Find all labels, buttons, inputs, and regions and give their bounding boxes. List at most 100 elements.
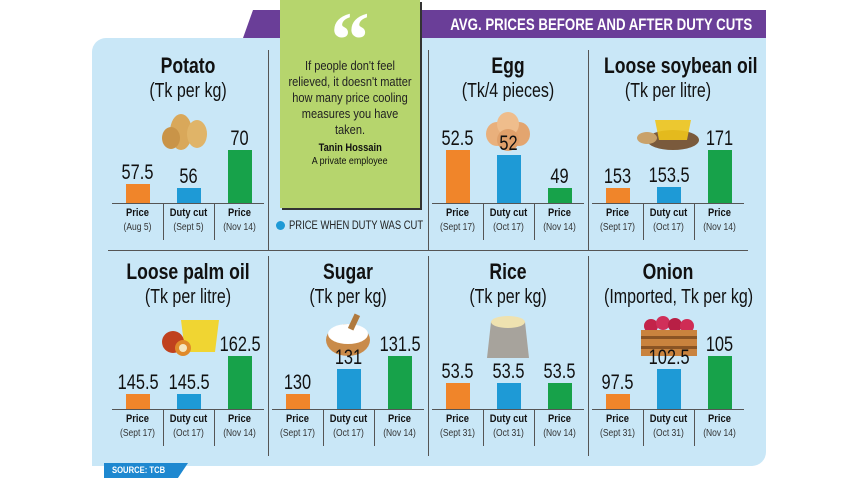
bar-group: 145.5 Duty cut (Oct 17) bbox=[163, 250, 214, 455]
category-label: Price bbox=[126, 207, 149, 219]
bar-group: 53.5 Duty cut (Oct 31) bbox=[483, 250, 534, 455]
bar bbox=[177, 188, 201, 203]
category-label: Price bbox=[286, 413, 309, 425]
category-label: Price bbox=[228, 413, 251, 425]
bar bbox=[286, 394, 310, 409]
date-label: (Oct 17) bbox=[333, 428, 364, 439]
legend-dot-icon bbox=[276, 221, 285, 230]
onion-crate-icon bbox=[641, 316, 697, 356]
category-label: Duty cut bbox=[329, 413, 368, 425]
subcolumn-divider bbox=[374, 410, 375, 446]
column-divider bbox=[428, 256, 429, 456]
bar bbox=[446, 150, 470, 203]
bar-group: 56 Duty cut (Sept 5) bbox=[163, 44, 214, 249]
bar-group: 105 Price (Nov 14) bbox=[694, 250, 745, 455]
chart-title: AVG. PRICES BEFORE AND AFTER DUTY CUTS bbox=[449, 15, 752, 34]
date-label: (Oct 31) bbox=[493, 428, 524, 439]
date-label: (Oct 17) bbox=[173, 428, 204, 439]
category-label: Price bbox=[446, 413, 469, 425]
subcolumn-divider bbox=[534, 204, 535, 240]
bar bbox=[548, 383, 572, 409]
category-label: Price bbox=[446, 207, 469, 219]
chart-loose-palm-oil: Loose palm oil (Tk per litre) 145.5 Pric… bbox=[108, 250, 268, 455]
data-label: 97.5 bbox=[601, 371, 634, 394]
panel-unit: (Tk/4 pieces) bbox=[461, 80, 555, 102]
category-label: Price bbox=[606, 413, 629, 425]
legend: PRICE WHEN DUTY WAS CUT bbox=[276, 220, 453, 233]
data-label: 53.5 bbox=[492, 360, 525, 383]
bar bbox=[497, 383, 521, 409]
subcolumn-divider bbox=[214, 204, 215, 240]
date-label: (Sept 31) bbox=[440, 428, 475, 439]
panel-unit: (Tk per litre) bbox=[624, 80, 712, 102]
date-label: (Sept 17) bbox=[600, 222, 635, 233]
quote-text: If people don't feel relieved, it doesn'… bbox=[288, 58, 412, 137]
bar-group: 130 Price (Sept 17) bbox=[272, 250, 323, 455]
subcolumn-divider bbox=[694, 204, 695, 240]
column-divider bbox=[268, 50, 269, 250]
bar-group: 97.5 Price (Sept 31) bbox=[592, 250, 643, 455]
panel-title: Onion bbox=[642, 259, 694, 284]
date-label: (Nov 14) bbox=[543, 428, 576, 439]
category-label: Price bbox=[708, 413, 731, 425]
category-label: Price bbox=[548, 413, 571, 425]
chart-sugar: Sugar (Tk per kg) 130 Price (Sept 17) 13… bbox=[268, 250, 428, 455]
baseline bbox=[592, 203, 744, 204]
category-label: Duty cut bbox=[489, 207, 528, 219]
category-label: Price bbox=[548, 207, 571, 219]
quote-mark-icon: “ bbox=[330, 0, 370, 58]
bar bbox=[126, 394, 150, 409]
date-label: (Oct 17) bbox=[653, 222, 684, 233]
date-label: (Sept 5) bbox=[173, 222, 204, 233]
bar-group: 53.5 Price (Sept 31) bbox=[432, 250, 483, 455]
baseline bbox=[272, 409, 424, 410]
bar-group: 70 Price (Nov 14) bbox=[214, 44, 265, 249]
bar bbox=[548, 188, 572, 203]
baseline bbox=[432, 409, 584, 410]
soybean-oil-icon bbox=[637, 120, 699, 150]
source-text: SOURCE: TCB bbox=[112, 465, 166, 475]
subcolumn-divider bbox=[323, 410, 324, 446]
bar-group: 131.5 Price (Nov 14) bbox=[374, 250, 425, 455]
bar-group: 153.5 Duty cut (Oct 17) bbox=[643, 44, 694, 249]
row-divider bbox=[108, 250, 748, 251]
bar-group: 53.5 Price (Nov 14) bbox=[534, 250, 585, 455]
data-label: 131.5 bbox=[379, 333, 421, 356]
baseline bbox=[112, 203, 264, 204]
data-label: 57.5 bbox=[121, 160, 154, 184]
data-label: 53.5 bbox=[543, 360, 576, 383]
bar-group: 162.5 Price (Nov 14) bbox=[214, 250, 265, 455]
data-label: 131 bbox=[334, 345, 363, 369]
date-label: (Oct 17) bbox=[493, 222, 524, 233]
panel-unit: (Tk per kg) bbox=[149, 80, 227, 102]
data-label: 56 bbox=[179, 165, 198, 188]
baseline bbox=[112, 409, 264, 410]
data-label: 102.5 bbox=[648, 345, 690, 369]
panel-title: Loose palm oil bbox=[126, 259, 250, 284]
column-divider bbox=[268, 256, 269, 456]
category-label: Price bbox=[388, 413, 411, 425]
bar bbox=[388, 356, 412, 409]
data-label: 53.5 bbox=[441, 360, 474, 383]
date-label: (Nov 14) bbox=[703, 222, 736, 233]
chart-panel bbox=[92, 38, 766, 466]
panel-unit: (Tk per kg) bbox=[309, 286, 387, 308]
date-label: (Nov 14) bbox=[223, 222, 256, 233]
date-label: (Nov 14) bbox=[383, 428, 416, 439]
bar-group: 57.5 Price (Aug 5) bbox=[112, 44, 163, 249]
date-label: (Sept 31) bbox=[600, 428, 635, 439]
subcolumn-divider bbox=[694, 410, 695, 446]
date-label: (Oct 31) bbox=[653, 428, 684, 439]
bar-group: 145.5 Price (Sept 17) bbox=[112, 250, 163, 455]
category-label: Duty cut bbox=[169, 207, 208, 219]
subcolumn-divider bbox=[214, 410, 215, 446]
category-label: Price bbox=[126, 413, 149, 425]
subcolumn-divider bbox=[163, 410, 164, 446]
panel-title: Potato bbox=[160, 53, 216, 78]
quote-author: Tanin Hossain bbox=[318, 142, 382, 154]
panel-unit: (Tk per litre) bbox=[144, 286, 232, 308]
subcolumn-divider bbox=[483, 204, 484, 240]
category-label: Price bbox=[708, 207, 731, 219]
column-divider bbox=[588, 256, 589, 456]
bar bbox=[708, 150, 732, 203]
